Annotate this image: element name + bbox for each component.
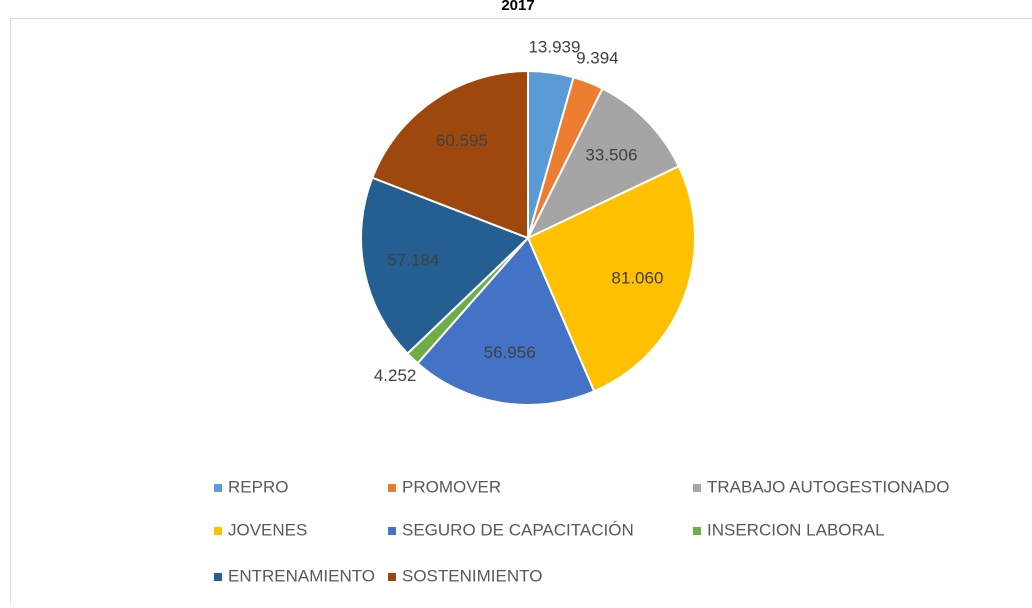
data-label: 57.184 [387,250,439,269]
legend-marker [388,527,396,535]
legend-marker [693,484,701,492]
data-label: 81.060 [611,269,663,288]
data-label: 56.956 [484,343,536,362]
legend-marker [388,573,396,581]
legend-label: PROMOVER [402,477,501,496]
legend-marker [214,484,222,492]
data-label: 60.595 [436,131,488,150]
legend-marker [214,573,222,581]
legend-label: JOVENES [228,520,307,539]
legend-marker [388,484,396,492]
legend-label: SEGURO DE CAPACITACIÓN [402,520,634,539]
legend-marker [693,527,701,535]
data-label: 13.939 [528,37,580,56]
legend-marker [214,527,222,535]
legend-label: ENTRENAMIENTO [228,566,375,585]
legend-label: REPRO [228,477,288,496]
data-label: 9.394 [576,48,619,67]
chart-title: 2017 [501,0,534,14]
legend-label: SOSTENIMIENTO [402,566,542,585]
data-label: 33.506 [585,146,637,165]
data-label: 4.252 [374,366,417,385]
legend-label: TRABAJO AUTOGESTIONADO [707,477,949,496]
legend-label: INSERCION LABORAL [707,520,885,539]
